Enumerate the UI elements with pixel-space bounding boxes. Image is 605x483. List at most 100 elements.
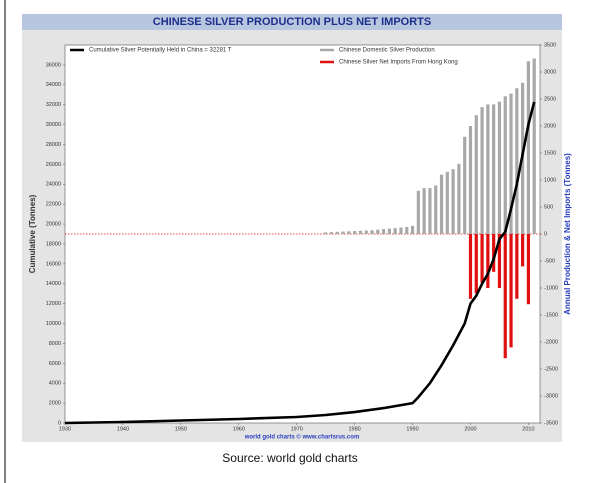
- y-tick-label: 36000: [46, 62, 61, 68]
- bar: [474, 115, 478, 234]
- y-tick-label: 16000: [46, 261, 61, 267]
- watermark: world gold charts © www.chartsrus.com: [244, 434, 360, 441]
- x-tick-label: 1930: [59, 426, 71, 432]
- bar: [329, 232, 334, 234]
- bar: [503, 96, 507, 234]
- legend-label: Chinese Domestic Silver Production: [339, 48, 435, 54]
- bar: [341, 231, 345, 234]
- bar: [335, 231, 339, 234]
- chart-title: CHINESE SILVER PRODUCTION PLUS NET IMPOR…: [153, 16, 432, 28]
- y-tick-label: 14000: [46, 281, 61, 287]
- bar: [503, 234, 507, 359]
- bar: [393, 228, 397, 234]
- x-tick-label: 1950: [175, 426, 187, 432]
- bar: [468, 234, 473, 299]
- y-tick-label: 26000: [46, 162, 61, 168]
- y2-tick-label: 0: [544, 231, 547, 237]
- x-tick-label: 1940: [117, 426, 129, 432]
- legend-label: Chinese Silver Net Imports From Hong Kon…: [339, 60, 458, 66]
- bar: [474, 234, 478, 294]
- bar: [509, 234, 513, 348]
- bar: [439, 174, 444, 234]
- caption: Source: world gold charts: [222, 451, 357, 465]
- bar: [463, 136, 467, 234]
- bar: [347, 231, 351, 234]
- bar: [422, 188, 426, 234]
- y-tick-label: 32000: [46, 102, 61, 108]
- bar: [468, 126, 473, 234]
- y2-tick-label: -500: [544, 258, 555, 264]
- bar: [381, 229, 386, 234]
- y-axis-label: Cumulative (Tonnes): [28, 194, 37, 273]
- bar: [486, 234, 490, 288]
- bar: [358, 230, 363, 234]
- bar: [445, 171, 449, 234]
- bar: [480, 107, 484, 234]
- bar: [410, 225, 415, 234]
- bar: [457, 163, 461, 234]
- bar: [515, 88, 519, 234]
- bar: [428, 188, 432, 234]
- y2-tick-label: 3000: [544, 69, 556, 75]
- bar: [387, 228, 391, 234]
- bar: [509, 93, 513, 234]
- y-tick-label: 0: [58, 420, 61, 426]
- y2-tick-label: -1500: [544, 312, 558, 318]
- bar: [497, 234, 502, 288]
- bar: [521, 234, 525, 267]
- y2-tick-label: -3500: [544, 420, 558, 426]
- y-tick-label: 30000: [46, 122, 61, 128]
- legend-label: Cumulative Silver Potentially Held in Ch…: [89, 48, 232, 54]
- bar: [434, 185, 438, 234]
- y2-tick-label: -1000: [544, 285, 558, 291]
- bar: [486, 104, 490, 235]
- bar: [376, 229, 380, 234]
- title-bar: [22, 14, 562, 30]
- y2-tick-label: -2500: [544, 366, 558, 372]
- y-tick-label: 8000: [49, 341, 61, 347]
- y2-tick-label: -3000: [544, 393, 558, 399]
- bar: [353, 231, 357, 234]
- bar: [497, 101, 502, 234]
- y-tick-label: 10000: [46, 321, 61, 327]
- y2-tick-label: 2000: [544, 123, 556, 129]
- line: [64, 101, 536, 425]
- y-tick-label: 18000: [46, 241, 61, 247]
- y2-tick-label: 1500: [544, 150, 556, 156]
- x-tick-label: 1990: [406, 426, 418, 432]
- y-tick-label: 34000: [46, 82, 61, 88]
- x-tick-label: 2000: [464, 426, 476, 432]
- bar: [480, 234, 484, 283]
- x-tick-label: 2010: [522, 426, 534, 432]
- y2-tick-label: 3500: [544, 42, 556, 48]
- bar: [324, 232, 328, 234]
- y2-tick-label: -2000: [544, 339, 558, 345]
- y2-axis-label: Annual Production & Net Imports (Tonnes): [563, 153, 572, 315]
- y2-tick-label: 1000: [544, 177, 556, 183]
- y2-tick-label: 500: [544, 204, 553, 210]
- y-tick-label: 12000: [46, 301, 61, 307]
- y-tick-label: 6000: [49, 361, 61, 367]
- bar: [451, 169, 455, 234]
- y-tick-label: 2000: [49, 401, 61, 407]
- bar: [416, 190, 420, 234]
- y-tick-label: 4000: [49, 381, 61, 387]
- x-tick-label: 1980: [349, 426, 361, 432]
- y-tick-label: 28000: [46, 142, 61, 148]
- bar: [399, 227, 403, 234]
- y-tick-label: 20000: [46, 222, 61, 228]
- bar: [532, 58, 536, 234]
- x-tick-label: 1960: [233, 426, 245, 432]
- bar: [526, 234, 531, 305]
- bar: [492, 104, 496, 235]
- y-tick-label: 24000: [46, 182, 61, 188]
- y2-tick-label: 2500: [544, 96, 556, 102]
- bar: [405, 226, 409, 234]
- x-tick-label: 1970: [291, 426, 303, 432]
- bar: [515, 234, 519, 299]
- bar: [492, 234, 496, 272]
- bar: [370, 230, 374, 234]
- y-tick-label: 22000: [46, 202, 61, 208]
